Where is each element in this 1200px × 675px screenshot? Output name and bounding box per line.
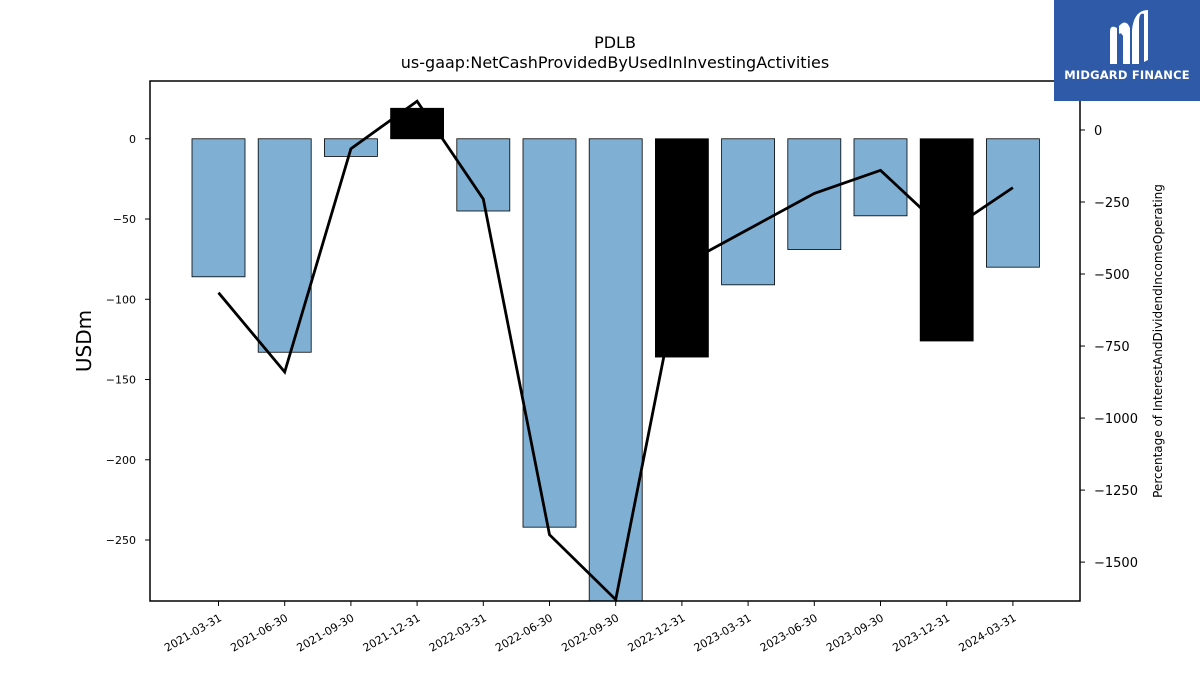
x-tick-label: 2022-09-30 [559,611,621,654]
y-tick-label: −250 [106,534,136,547]
y2-tick-label: −1500 [1094,556,1138,571]
bar-2023-03-31 [721,138,775,286]
brand-logo: MIDGARD FINANCE [1054,0,1200,101]
bars-group [191,107,1040,602]
bar-2022-06-30 [522,138,577,528]
y2-tick-label: −1000 [1094,412,1138,427]
line-group [217,99,1014,603]
x-tick-label: 2021-03-31 [162,611,224,654]
x-tick-label: 2021-09-30 [295,611,357,654]
y2-tick-label: −250 [1094,196,1130,211]
x-tick-label: 2023-12-31 [890,611,952,654]
y-tick-label: −200 [106,454,136,467]
bar-2024-03-31 [986,138,1040,268]
midgard-m-icon [1110,10,1148,65]
plot-frame [149,80,1081,602]
y2-tick-label: 0 [1094,124,1102,139]
x-tick-label: 2022-06-30 [493,611,555,654]
bar-2022-09-30 [588,138,643,602]
y-tick-label: −50 [113,213,136,226]
y-tick-label: −150 [106,374,136,387]
x-tick-label: 2022-03-31 [427,611,489,654]
y2-axis-label: Percentage of InterestAndDividendIncomeO… [1151,184,1165,498]
y2-tick-label: −750 [1094,340,1130,355]
x-tick-label: 2023-06-30 [758,611,820,654]
x-tick-label: 2021-12-31 [361,611,423,654]
y-tick-label: 0 [129,133,136,146]
x-tick-label: 2022-12-31 [626,611,688,654]
bar-2023-12-31 [919,138,974,342]
bar-2022-12-31 [655,138,709,358]
series-line [217,99,1014,603]
bar-2021-06-30 [257,138,312,353]
brand-name: MIDGARD FINANCE [1064,68,1190,82]
chart-title: PDLB [594,33,636,52]
x-tick-label: 2021-06-30 [228,611,290,654]
x-tick-label: 2023-09-30 [824,611,886,654]
x-tick-label: 2023-03-31 [692,611,754,654]
y-axis-label: USDm [72,310,96,372]
x-tick-label: 2024-03-31 [957,611,1019,654]
y-tick-label: −100 [106,293,136,306]
y2-tick-label: −500 [1094,268,1130,283]
bar-2021-03-31 [191,138,246,278]
y2-tick-label: −1250 [1094,484,1138,499]
chart-subtitle: us-gaap:NetCashProvidedByUsedInInvesting… [401,53,829,72]
